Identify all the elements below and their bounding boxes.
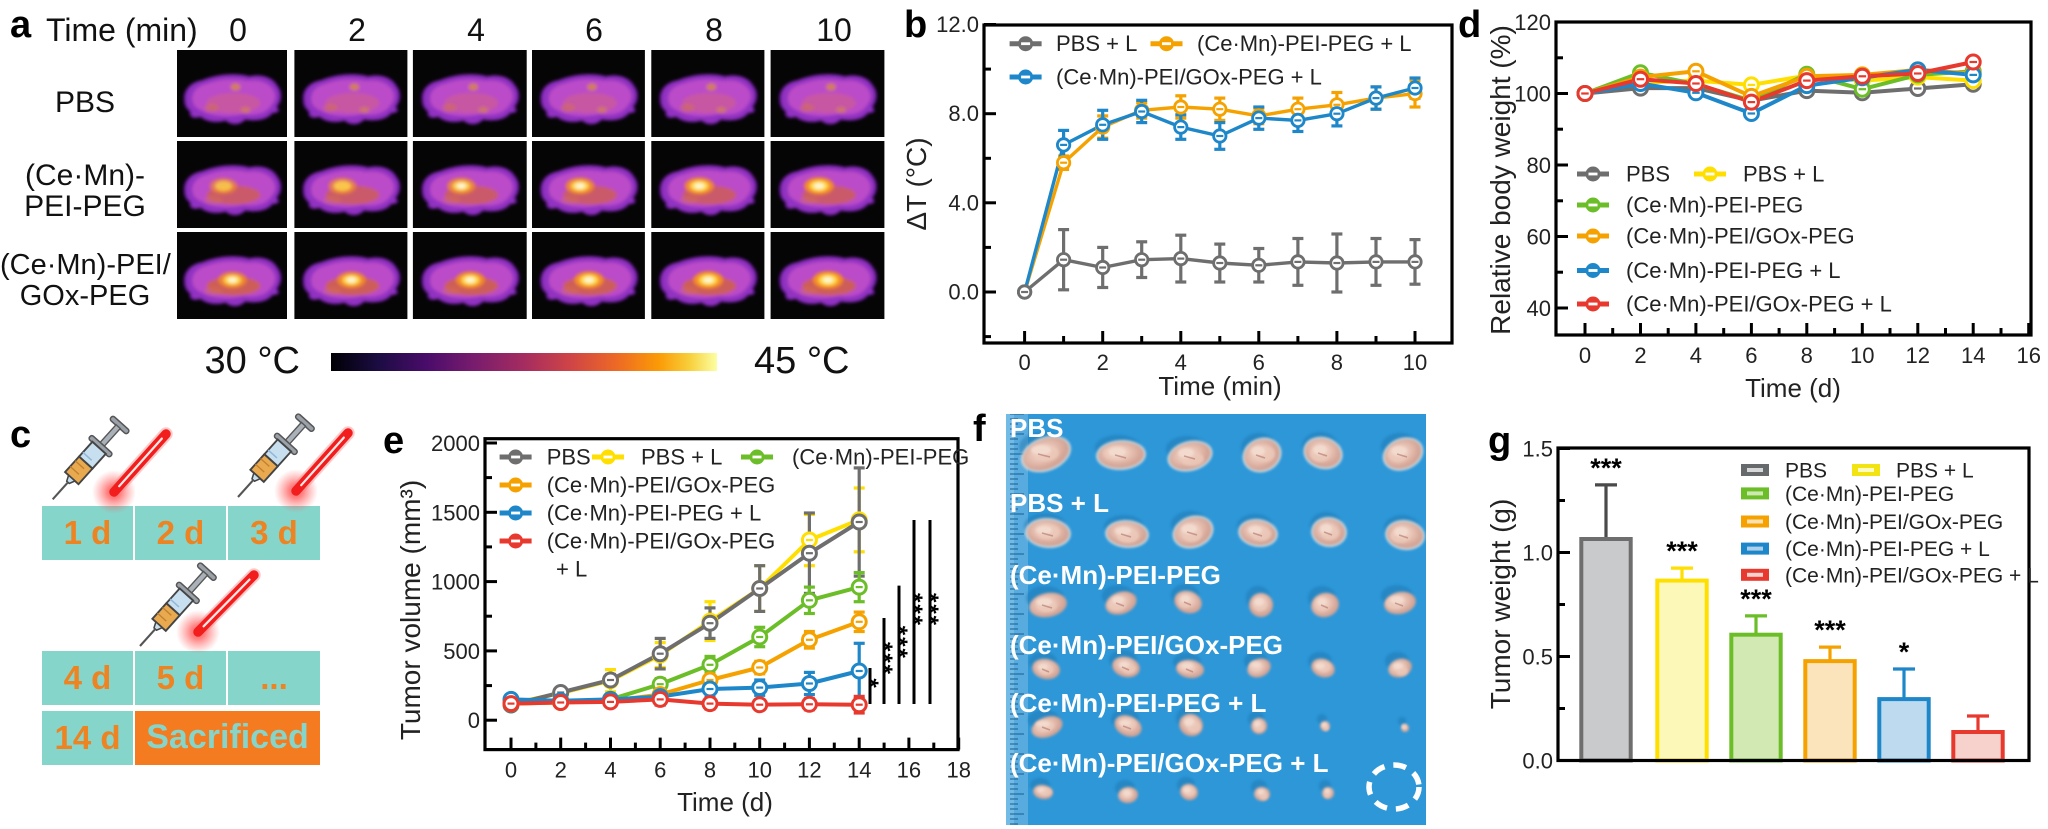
svg-text:8: 8 — [1801, 343, 1813, 368]
svg-text:***: *** — [1666, 536, 1698, 566]
svg-text:0: 0 — [1579, 343, 1591, 368]
svg-text:8: 8 — [1331, 350, 1343, 375]
svg-text:***: *** — [885, 626, 912, 660]
svg-text:PBS: PBS — [547, 445, 591, 470]
svg-text:10: 10 — [747, 758, 771, 783]
svg-text:40: 40 — [1527, 296, 1551, 321]
svg-text:10: 10 — [1850, 343, 1874, 368]
svg-text:(Ce·Mn)-PEI-PEG + L: (Ce·Mn)-PEI-PEG + L — [1785, 538, 1990, 561]
svg-text:1.0: 1.0 — [1522, 541, 1553, 566]
svg-text:0: 0 — [468, 708, 480, 733]
svg-text:(Ce·Mn)-PEI/GOx-PEG: (Ce·Mn)-PEI/GOx-PEG — [1785, 511, 2003, 534]
svg-text:14: 14 — [1961, 343, 1985, 368]
svg-text:(Ce·Mn)-PEI-PEG: (Ce·Mn)-PEI-PEG — [1626, 193, 1803, 218]
svg-text:0.5: 0.5 — [1522, 645, 1553, 670]
svg-text:(Ce·Mn)-PEI-PEG: (Ce·Mn)-PEI-PEG — [1785, 483, 1954, 506]
svg-text:4.0: 4.0 — [948, 190, 979, 215]
svg-text:Relative body weight (%): Relative body weight (%) — [1485, 25, 1516, 335]
svg-text:10: 10 — [1403, 350, 1427, 375]
svg-text:(Ce·Mn)-PEI/GOx-PEG: (Ce·Mn)-PEI/GOx-PEG — [547, 529, 776, 554]
svg-text:***: *** — [900, 593, 927, 627]
svg-text:12: 12 — [797, 758, 821, 783]
svg-text:16: 16 — [2016, 343, 2040, 368]
svg-text:4: 4 — [1690, 343, 1702, 368]
svg-text:***: *** — [1814, 615, 1846, 645]
svg-text:(Ce·Mn)-PEI-PEG + L: (Ce·Mn)-PEI-PEG + L — [1197, 31, 1412, 56]
svg-text:PBS: PBS — [1785, 460, 1827, 483]
svg-text:Tumor weight (g): Tumor weight (g) — [1485, 499, 1516, 710]
svg-text:Time (min): Time (min) — [1158, 371, 1281, 401]
svg-text:(Ce·Mn)-PEI-PEG + L: (Ce·Mn)-PEI-PEG + L — [1626, 258, 1841, 283]
svg-text:14: 14 — [847, 758, 871, 783]
svg-text:2: 2 — [555, 758, 567, 783]
svg-text:1500: 1500 — [431, 500, 480, 525]
svg-text:6: 6 — [1253, 350, 1265, 375]
svg-text:Tumor volume (mm³): Tumor volume (mm³) — [395, 480, 426, 740]
svg-text:8.0: 8.0 — [948, 101, 979, 126]
svg-text:(Ce·Mn)-PEI-PEG + L: (Ce·Mn)-PEI-PEG + L — [547, 501, 762, 526]
svg-text:(Ce·Mn)-PEI/GOx-PEG + L: (Ce·Mn)-PEI/GOx-PEG + L — [1785, 564, 2039, 587]
svg-text:18: 18 — [946, 758, 970, 783]
svg-text:8: 8 — [704, 758, 716, 783]
svg-text:12: 12 — [1906, 343, 1930, 368]
svg-text:***: *** — [916, 593, 943, 627]
svg-text:0.0: 0.0 — [948, 280, 979, 305]
svg-text:*: * — [856, 678, 883, 689]
svg-text:0: 0 — [1018, 350, 1030, 375]
svg-text:120: 120 — [1514, 10, 1551, 35]
svg-text:+ L: + L — [556, 557, 587, 582]
svg-text:4: 4 — [604, 758, 616, 783]
svg-text:12.0: 12.0 — [936, 12, 979, 37]
svg-text:60: 60 — [1527, 225, 1551, 250]
svg-text:PBS + L: PBS + L — [1896, 460, 1974, 483]
svg-text:(Ce·Mn)-PEI-PEG: (Ce·Mn)-PEI-PEG — [792, 445, 969, 470]
svg-text:100: 100 — [1514, 82, 1551, 107]
svg-text:***: *** — [1740, 584, 1772, 614]
svg-text:0.0: 0.0 — [1522, 749, 1553, 774]
svg-text:***: *** — [1590, 453, 1622, 483]
svg-text:PBS + L: PBS + L — [1056, 31, 1137, 56]
svg-text:PBS: PBS — [1626, 162, 1670, 187]
svg-text:16: 16 — [897, 758, 921, 783]
svg-text:PBS + L: PBS + L — [641, 445, 722, 470]
svg-text:2: 2 — [1634, 343, 1646, 368]
svg-text:2: 2 — [1097, 350, 1109, 375]
svg-text:2000: 2000 — [431, 431, 480, 456]
svg-text:1000: 1000 — [431, 570, 480, 595]
svg-text:PBS + L: PBS + L — [1743, 162, 1824, 187]
svg-text:4: 4 — [1175, 350, 1187, 375]
svg-text:1.5: 1.5 — [1522, 437, 1553, 462]
svg-text:0: 0 — [505, 758, 517, 783]
svg-text:80: 80 — [1527, 153, 1551, 178]
svg-text:500: 500 — [443, 639, 480, 664]
svg-text:6: 6 — [654, 758, 666, 783]
svg-text:*: * — [1899, 637, 1910, 667]
svg-text:6: 6 — [1745, 343, 1757, 368]
svg-text:Time (d): Time (d) — [1745, 373, 1841, 403]
svg-text:***: *** — [870, 642, 897, 676]
svg-text:(Ce·Mn)-PEI/GOx-PEG: (Ce·Mn)-PEI/GOx-PEG — [547, 473, 776, 498]
svg-text:(Ce·Mn)-PEI/GOx-PEG + L: (Ce·Mn)-PEI/GOx-PEG + L — [1056, 65, 1322, 90]
svg-text:(Ce·Mn)-PEI/GOx-PEG + L: (Ce·Mn)-PEI/GOx-PEG + L — [1626, 292, 1892, 317]
svg-text:ΔT (°C): ΔT (°C) — [901, 137, 932, 230]
svg-text:Time (d): Time (d) — [677, 787, 773, 817]
svg-text:(Ce·Mn)-PEI/GOx-PEG: (Ce·Mn)-PEI/GOx-PEG — [1626, 224, 1855, 249]
